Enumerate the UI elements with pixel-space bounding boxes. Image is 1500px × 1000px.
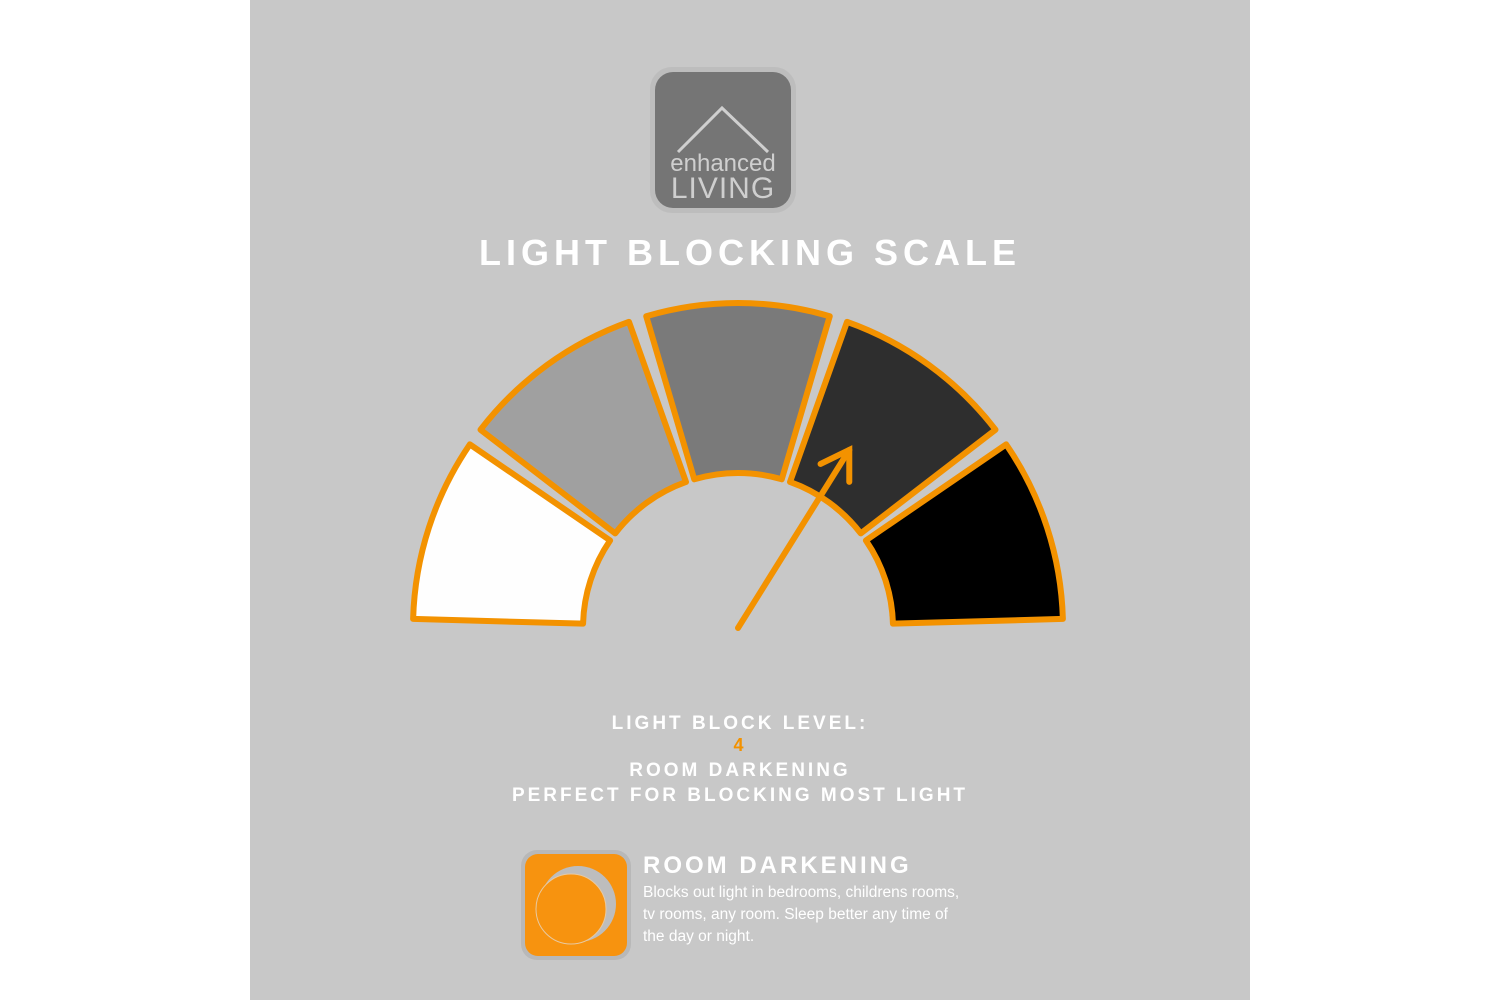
logo-text-bottom: LIVING [670, 172, 776, 205]
feature-description: Blocks out light in bedrooms, childrens … [643, 884, 960, 945]
room-darkening-badge [521, 850, 631, 960]
page-title: LIGHT BLOCKING SCALE [479, 232, 1021, 273]
feature-title: ROOM DARKENING [643, 852, 912, 879]
level-label: LIGHT BLOCK LEVEL: [611, 713, 869, 734]
gauge-segment-4 [786, 318, 999, 537]
brand-logo: enhanced LIVING [650, 67, 796, 213]
gauge-segment-1 [410, 441, 614, 627]
gauge-segment-3 [643, 300, 833, 483]
level-category: ROOM DARKENING [629, 760, 851, 781]
gauge-needle-arrowhead [817, 445, 853, 485]
level-value: 4 [733, 735, 747, 755]
house-roof-icon [676, 105, 770, 154]
gauge-needle [735, 446, 853, 631]
moon-icon [535, 866, 616, 945]
gauge-segment-5 [862, 441, 1066, 627]
logo-text-top: enhanced [670, 150, 776, 177]
gauge-segment-2 [477, 318, 690, 537]
level-tagline: PERFECT FOR BLOCKING MOST LIGHT [511, 785, 969, 806]
